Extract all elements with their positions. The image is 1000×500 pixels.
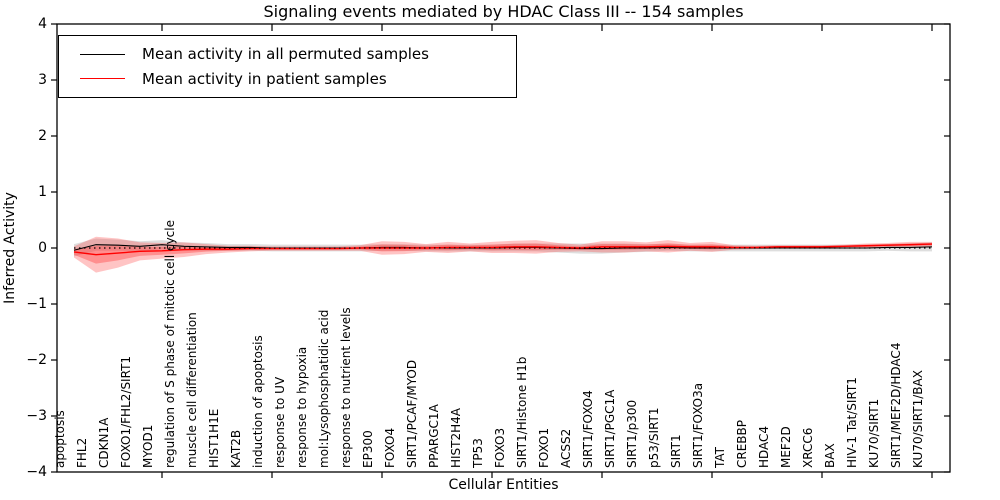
x-tick-label: KU70/SIRT1/BAX xyxy=(911,370,925,468)
x-tick-label: KAT2B xyxy=(229,429,243,468)
x-tick-label: XRCC6 xyxy=(801,427,815,468)
y-tick-label: −1 xyxy=(26,296,47,312)
x-tick-label: ACSS2 xyxy=(559,428,573,468)
x-tick-label: FOXO4 xyxy=(383,427,397,468)
x-tick-label: SIRT1/FOXO4 xyxy=(581,390,595,468)
patient-mean-line xyxy=(73,243,933,256)
x-tick-label: MEF2D xyxy=(779,426,793,468)
x-tick-label: SIRT1/FOXO3a xyxy=(691,382,705,468)
x-tick-label: HIST2H4A xyxy=(449,407,463,468)
legend-box: Mean activity in all permuted samples Me… xyxy=(58,35,517,98)
x-tick-label: muscle cell differentiation xyxy=(185,312,199,468)
legend-label: Mean activity in patient samples xyxy=(142,69,387,88)
x-tick-label: MYOD1 xyxy=(141,424,155,468)
x-tick-label: CREBBP xyxy=(735,420,749,468)
y-tick-label: −3 xyxy=(26,408,47,424)
legend-entry-permuted: Mean activity in all permuted samples xyxy=(59,45,516,63)
x-tick-label: KU70/SIRT1 xyxy=(867,398,881,468)
x-tick-label: SIRT1/PGC1A xyxy=(603,389,617,468)
x-tick-label: response to hypoxia xyxy=(295,346,309,468)
x-tick-label: TP53 xyxy=(471,438,485,468)
x-tick-label: induction of apoptosis xyxy=(251,335,265,468)
patient-band xyxy=(74,236,932,273)
x-tick-label: FOXO1/FHL2/SIRT1 xyxy=(119,355,133,468)
x-tick-label: SIRT1 xyxy=(669,434,683,468)
chart-title: Signaling events mediated by HDAC Class … xyxy=(263,2,744,21)
x-tick-label: response to nutrient levels xyxy=(339,307,353,468)
x-tick-label: HDAC4 xyxy=(757,425,771,468)
x-tick-label: apoptosis xyxy=(53,410,67,468)
y-tick-label: 0 xyxy=(38,240,47,256)
x-tick-label: regulation of S phase of mitotic cell cy… xyxy=(163,220,177,468)
y-tick-label: 3 xyxy=(38,72,47,88)
x-tick-label: FOXO1 xyxy=(537,427,551,468)
x-tick-label: SIRT1/p300 xyxy=(625,399,639,468)
x-tick-label: CDKN1A xyxy=(97,417,111,468)
x-tick-label: PPARGC1A xyxy=(427,404,441,468)
x-tick-label: TAT xyxy=(713,446,727,468)
x-tick-label: HIV-1 Tat/SIRT1 xyxy=(845,377,859,468)
x-tick-label: EP300 xyxy=(361,430,375,468)
y-tick-label: −2 xyxy=(26,352,47,368)
x-tick-label: mol:Lysophosphatidic acid xyxy=(317,309,331,468)
x-tick-label: HIST1H1E xyxy=(207,408,221,468)
y-tick-label: −4 xyxy=(26,464,47,480)
x-tick-label: SIRT1/Histone H1b xyxy=(515,356,529,468)
legend-entry-patient: Mean activity in patient samples xyxy=(59,70,516,88)
x-tick-label: SIRT1/PCAF/MYOD xyxy=(405,359,419,468)
x-tick-label: SIRT1/MEF2D/HDAC4 xyxy=(889,342,903,468)
y-tick-label: 1 xyxy=(38,184,47,200)
y-tick-label: 2 xyxy=(38,128,47,144)
legend-line-sample-black xyxy=(80,53,125,55)
x-tick-label: response to UV xyxy=(273,376,287,468)
x-tick-label: BAX xyxy=(823,443,837,468)
x-axis-label: Cellular Entities xyxy=(448,477,559,493)
x-tick-label: FHL2 xyxy=(75,437,89,468)
x-tick-label: p53/SIRT1 xyxy=(647,407,661,468)
legend-label: Mean activity in all permuted samples xyxy=(142,45,429,64)
legend-line-sample-red xyxy=(80,78,125,80)
y-tick-label: 4 xyxy=(38,16,47,32)
x-tick-label: FOXO3 xyxy=(493,427,507,468)
